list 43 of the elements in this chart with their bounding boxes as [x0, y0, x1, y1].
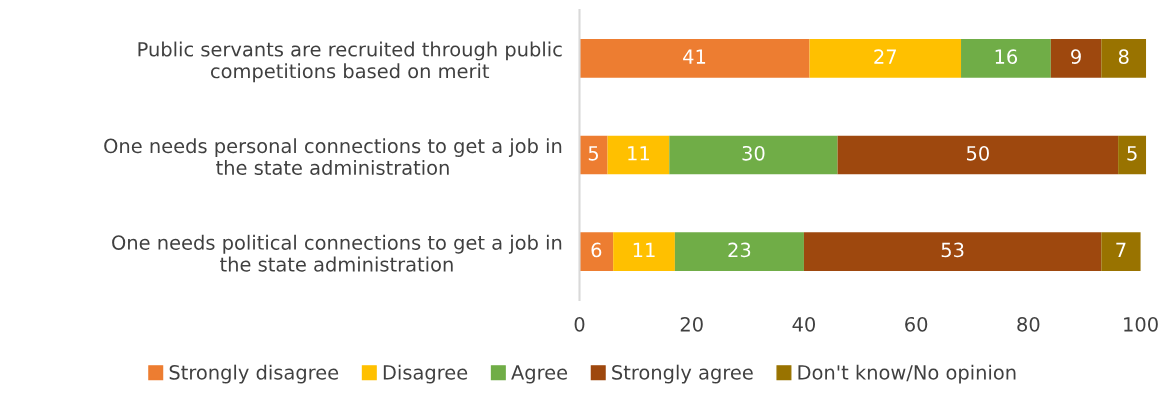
- data-label: 9: [1071, 49, 1081, 64]
- data-label: 30: [742, 145, 765, 161]
- bar: [669, 135, 838, 175]
- y-tick-label: One needs political connections to get a job in the state administration: [112, 234, 562, 272]
- x-tick-label: 60: [905, 316, 928, 332]
- data-label: 5: [588, 146, 599, 161]
- data-label: 27: [874, 49, 896, 64]
- legend-label: Agree: [511, 365, 568, 384]
- data-label: 50: [966, 145, 989, 161]
- y-tick-label: One needs personal connections to get a job in the state administration: [104, 138, 562, 176]
- bar: [674, 232, 804, 271]
- data-label: 53: [941, 242, 964, 258]
- x-tick-label: 80: [1017, 316, 1040, 332]
- bar: [809, 39, 962, 78]
- x-tick-label: 0: [574, 316, 585, 332]
- legend-label: Strongly agree: [612, 364, 753, 384]
- y-tick-label: Public servants are recruited through public competitions based on merit: [138, 41, 562, 83]
- bar: [803, 232, 1102, 271]
- bar: [607, 135, 670, 175]
- bar: [1118, 135, 1147, 175]
- data-label: 5: [1127, 146, 1137, 161]
- data-label: 23: [728, 242, 751, 258]
- data-label: 16: [995, 49, 1018, 64]
- bar: [961, 39, 1051, 78]
- bar: [1101, 232, 1141, 271]
- data-label: 8: [1118, 49, 1129, 64]
- bar: [1050, 39, 1102, 78]
- bar: [613, 232, 675, 271]
- legend-label: Strongly disagree: [169, 364, 339, 384]
- x-tick-label: 40: [792, 316, 816, 332]
- bar: [1101, 39, 1147, 78]
- x-tick-label: 100: [1124, 316, 1158, 332]
- data-label: 7: [1116, 242, 1126, 257]
- data-label: 11: [628, 146, 649, 161]
- legend-label: Don't know/No opinion: [798, 364, 1016, 384]
- bar: [579, 39, 810, 78]
- data-label: 11: [633, 242, 655, 257]
- legend-label: Disagree: [383, 364, 468, 384]
- data-label: 6: [591, 242, 602, 258]
- bar: [579, 232, 614, 271]
- data-label: 41: [683, 49, 706, 64]
- x-tick-label: 20: [680, 316, 703, 332]
- bar: [837, 135, 1119, 175]
